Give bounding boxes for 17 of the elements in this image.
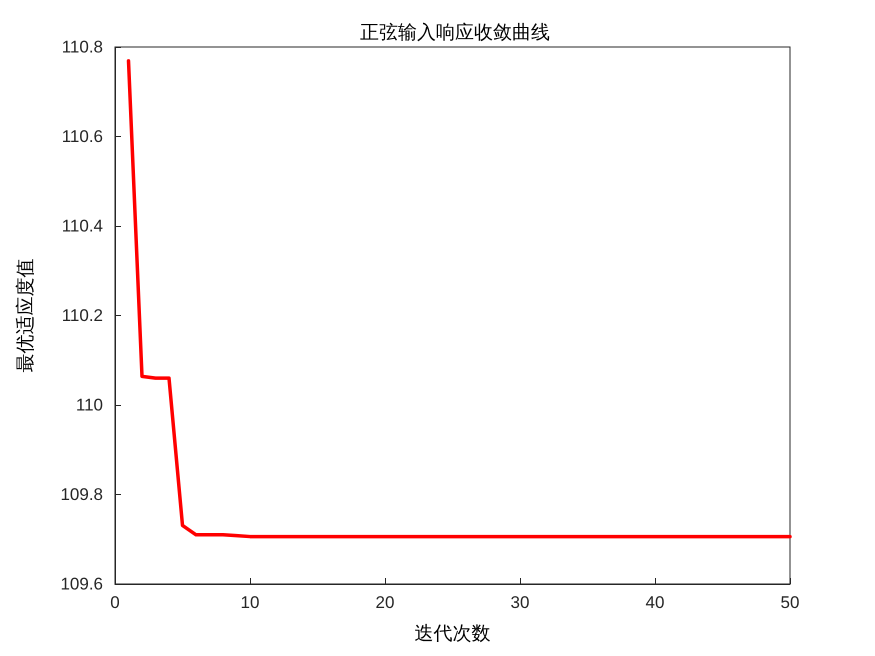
x-axis-title: 迭代次数 bbox=[414, 622, 490, 644]
chart-title: 正弦输入响应收敛曲线 bbox=[360, 22, 550, 44]
x-tick-label: 50 bbox=[780, 593, 800, 612]
y-tick-label: 109.8 bbox=[60, 485, 103, 504]
y-tick-label: 110.8 bbox=[62, 38, 103, 56]
y-tick-label: 110 bbox=[76, 396, 103, 414]
y-tick-label: 110.2 bbox=[62, 306, 103, 325]
x-tick-label: 40 bbox=[646, 593, 664, 612]
y-tick-label: 109.6 bbox=[60, 574, 103, 594]
line-series bbox=[126, 59, 792, 538]
x-tick-label: 10 bbox=[240, 593, 260, 612]
x-tick-label: 0 bbox=[110, 593, 120, 612]
x-tick-label: 30 bbox=[510, 593, 530, 612]
y-axis-title: 最优适应度值 bbox=[14, 258, 36, 372]
x-tick-label: 20 bbox=[376, 593, 394, 612]
y-tick-label: 110.6 bbox=[62, 127, 103, 146]
y-tick-label: 110.4 bbox=[62, 216, 103, 236]
